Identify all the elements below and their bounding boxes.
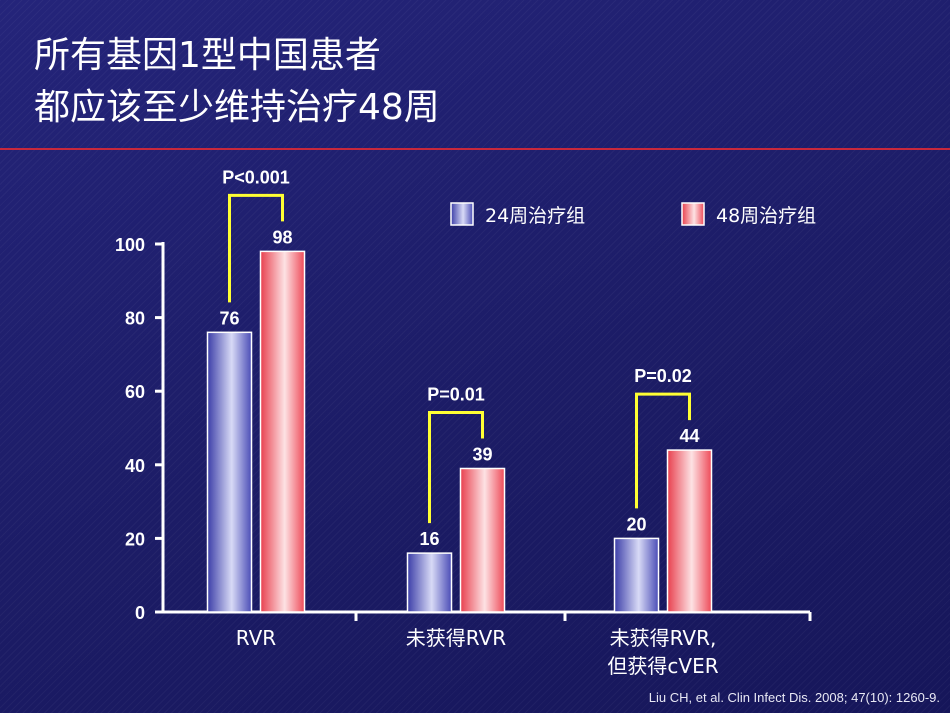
axes: 0 20 40 60 80 100 RVR 未获得RVR 未获得RVR, 但获得cVER — [115, 235, 812, 678]
p-value-label: P<0.001 — [222, 167, 290, 187]
p-value-label: P=0.02 — [634, 366, 692, 386]
legend-swatch-48w — [681, 202, 705, 226]
bar-24w — [613, 537, 660, 613]
y-tick-label: 40 — [125, 456, 145, 476]
bar-24w — [406, 552, 453, 613]
slide-title-line-1: 所有基因1型中国患者 — [34, 35, 381, 76]
data-label: 76 — [219, 308, 239, 328]
citation: Liu CH, et al. Clin Infect Dis. 2008; 47… — [648, 690, 940, 705]
legend: 24周治疗组 48周治疗组 — [450, 202, 816, 227]
data-label: 44 — [679, 426, 699, 446]
labels: 76 98 P<0.001 16 39 P=0.01 20 44 P=0.02 — [219, 167, 699, 549]
title-divider — [0, 148, 950, 150]
y-tick-label: 100 — [115, 235, 145, 255]
data-label: 20 — [626, 514, 646, 534]
significance-bracket — [635, 392, 691, 509]
bar-24w — [206, 331, 253, 613]
bar-48w — [459, 467, 506, 613]
slide-title: 所有基因1型中国患者 都应该至少维持治疗48周 — [34, 30, 440, 134]
slide-title-line-2: 都应该至少维持治疗48周 — [34, 87, 440, 128]
significance-bracket — [428, 410, 484, 524]
data-label: 39 — [472, 444, 492, 464]
y-tick-label: 0 — [135, 603, 145, 623]
y-tick-label: 80 — [125, 309, 145, 329]
legend-swatch-24w — [450, 202, 474, 226]
x-category-label: 未获得RVR — [406, 626, 506, 650]
y-tick-label: 60 — [125, 382, 145, 402]
legend-label: 48周治疗组 — [716, 205, 816, 227]
legend-label: 24周治疗组 — [485, 205, 585, 227]
x-category-label: RVR — [236, 626, 276, 650]
x-category-label: 但获得cVER — [607, 654, 718, 678]
x-category-label: 未获得RVR, — [610, 626, 717, 650]
bar-48w — [666, 449, 713, 613]
data-label: 98 — [272, 227, 292, 247]
data-label: 16 — [419, 529, 439, 549]
bars — [206, 250, 713, 613]
bar-48w — [259, 250, 306, 613]
p-value-label: P=0.01 — [427, 384, 485, 404]
y-tick-label: 20 — [125, 529, 145, 549]
significance-bracket — [228, 193, 284, 303]
